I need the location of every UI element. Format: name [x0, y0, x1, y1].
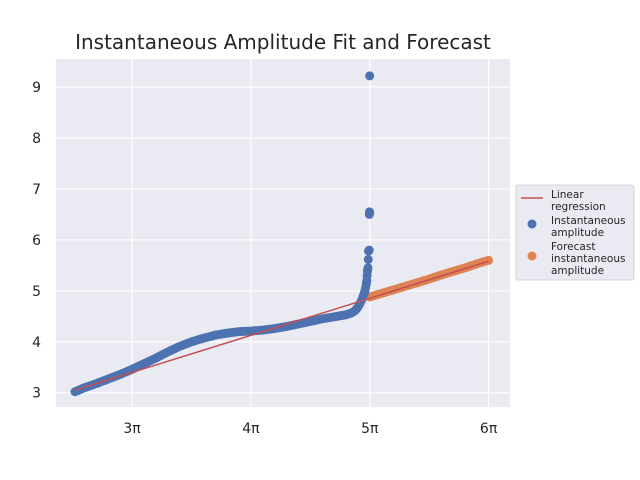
legend-marker-swatch [527, 219, 537, 229]
data-point [151, 353, 161, 363]
legend-marker-swatch [527, 251, 537, 261]
legend-label: regression [551, 201, 606, 213]
data-point [305, 316, 315, 326]
data-point [365, 71, 375, 81]
legend-label: Linear [551, 189, 584, 201]
x-tick-label: 6π [480, 421, 498, 437]
data-point [234, 327, 244, 337]
legend-label: amplitude [551, 265, 604, 277]
y-tick-label: 8 [32, 131, 41, 147]
y-axis: 3 4 5 6 7 8 9 [32, 80, 41, 402]
regression-line [74, 260, 489, 391]
plot-area [56, 59, 510, 407]
chart-title: Instantaneous Amplitude Fit and Forecast [75, 30, 491, 54]
legend-label: instantaneous [551, 253, 625, 265]
data-point [222, 328, 232, 338]
x-axis: 3π 4π 5π 6π [123, 421, 497, 437]
y-tick-label: 4 [32, 335, 41, 351]
data-point [363, 263, 373, 273]
series-layer [70, 71, 494, 397]
data-point [362, 276, 372, 286]
data-point [484, 255, 494, 265]
x-tick-label: 4π [242, 421, 260, 437]
y-tick-label: 9 [32, 80, 41, 96]
legend: LinearregressionInstantaneousamplitudeFo… [515, 184, 635, 281]
data-point [139, 359, 149, 369]
y-tick-label: 6 [32, 233, 41, 249]
data-point [163, 347, 173, 357]
data-point [175, 341, 185, 351]
x-tick-label: 5π [361, 421, 379, 437]
data-point [210, 330, 220, 340]
series-0 [74, 260, 489, 391]
data-point [198, 333, 208, 343]
data-point [186, 337, 196, 347]
legend-label: Forecast [551, 241, 595, 253]
y-tick-label: 3 [32, 386, 41, 402]
legend-label: amplitude [551, 227, 604, 239]
grid [56, 59, 510, 407]
y-tick-label: 7 [32, 182, 41, 198]
data-point [246, 326, 256, 336]
data-point [365, 207, 375, 217]
data-point [364, 245, 374, 255]
y-tick-label: 5 [32, 284, 41, 300]
trail-marker [363, 254, 373, 264]
legend-label: Instantaneous [551, 215, 626, 227]
x-tick-label: 3π [123, 421, 141, 437]
data-point [317, 314, 327, 324]
legend-box [515, 184, 635, 281]
series-1 [70, 71, 375, 397]
